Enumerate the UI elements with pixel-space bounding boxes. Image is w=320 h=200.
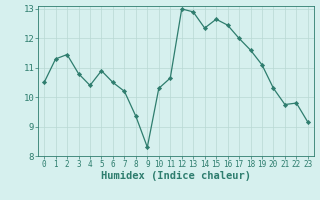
- X-axis label: Humidex (Indice chaleur): Humidex (Indice chaleur): [101, 171, 251, 181]
